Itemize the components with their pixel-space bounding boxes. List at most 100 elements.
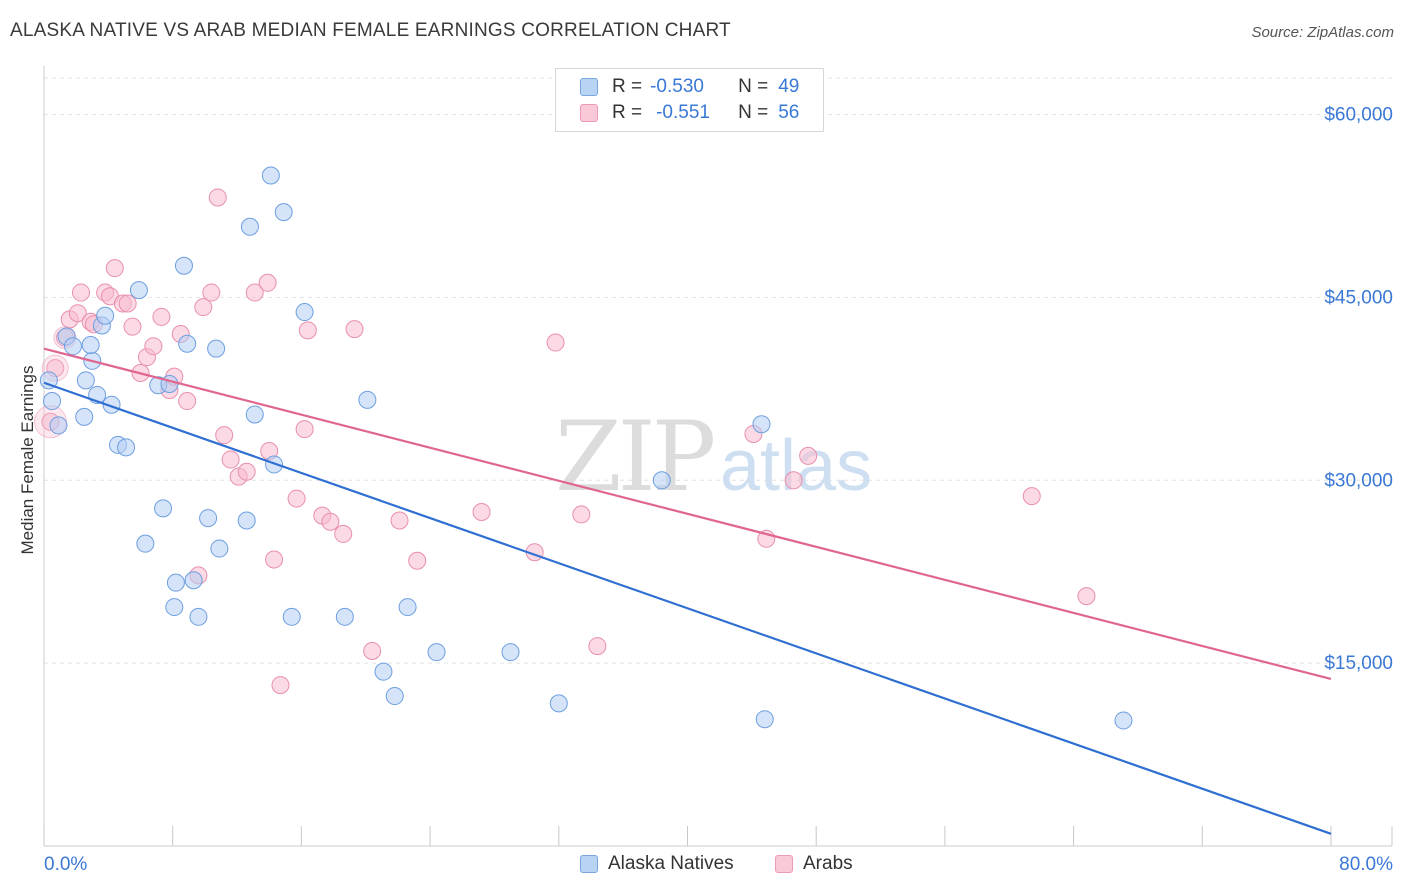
- alaska-natives-point: [160, 374, 179, 393]
- arabs-point: [152, 307, 171, 326]
- arabs-point: [271, 676, 290, 695]
- arabs-point: [265, 550, 284, 569]
- bottom-legend-label-arabs: Arabs: [803, 853, 853, 874]
- legend-r-value: -0.530: [650, 76, 704, 97]
- bottom-legend-arabs: Arabs: [775, 852, 853, 876]
- alaska-natives-point: [76, 371, 95, 390]
- chart-title: ALASKA NATIVE VS ARAB MEDIAN FEMALE EARN…: [10, 20, 731, 41]
- alaska-natives-point: [752, 415, 771, 434]
- arabs-point: [799, 446, 818, 465]
- bottom-legend-alaska-natives: Alaska Natives: [580, 852, 734, 876]
- alaska-natives-point: [207, 339, 226, 358]
- legend-n-value: 56: [778, 102, 800, 123]
- alaska-natives-point: [166, 573, 185, 592]
- grid-lines: [44, 77, 1392, 664]
- alaska-natives-point: [501, 643, 520, 662]
- arabs-point: [221, 450, 240, 469]
- alaska-natives-point: [358, 390, 377, 409]
- source-credit: Source: ZipAtlas.com: [1251, 24, 1394, 41]
- arabs-point: [215, 426, 234, 445]
- arabs-point: [784, 471, 803, 490]
- legend-r-label: R =: [612, 76, 643, 97]
- legend-r-value: -0.551: [656, 102, 710, 123]
- alaska-natives-point: [43, 392, 62, 411]
- alaska-natives-point: [240, 217, 259, 236]
- arabs-point: [345, 320, 364, 339]
- alaska-natives-point: [374, 662, 393, 681]
- alaska-natives-point: [39, 371, 58, 390]
- regression-lines: [43, 347, 1332, 835]
- arabs-point: [237, 462, 256, 481]
- alaska-natives-point: [174, 256, 193, 275]
- alaska-natives-point: [129, 281, 148, 300]
- arabs-point: [472, 502, 491, 521]
- alaska-natives-point: [117, 438, 136, 457]
- arabs-point: [123, 317, 142, 336]
- arabs-point: [287, 489, 306, 508]
- arabs-point: [321, 512, 340, 531]
- arabs-point: [390, 511, 409, 530]
- arabs-point: [194, 298, 213, 317]
- legend-row-arabs: R = -0.551 N = 56: [580, 101, 799, 125]
- alaska-natives-point: [199, 509, 218, 528]
- arabs-point: [202, 283, 221, 302]
- alaska-natives-point: [63, 337, 82, 356]
- watermark-atlas: atlas: [720, 426, 872, 506]
- correlation-legend: R = -0.530 N = 49 R = -0.551 N = 56: [555, 68, 824, 132]
- bottom-legend-label-alaska-natives: Alaska Natives: [608, 853, 734, 874]
- y-tick-label: $60,000: [1324, 105, 1393, 126]
- arabs-point: [295, 420, 314, 439]
- legend-n-label: N =: [738, 76, 769, 97]
- alaska-natives-point: [652, 471, 671, 490]
- alaska-natives-point: [49, 416, 68, 435]
- axes: [43, 66, 1393, 847]
- alaska-natives-point: [75, 407, 94, 426]
- x-tick-label-min: 0.0%: [44, 854, 87, 875]
- alaska-natives-point: [755, 710, 774, 729]
- alaska-natives-point: [210, 539, 229, 558]
- arabs-point: [546, 333, 565, 352]
- alaska-natives-point: [154, 499, 173, 518]
- arabs-point: [408, 551, 427, 570]
- alaska-natives-point: [335, 607, 354, 626]
- alaska-natives-point: [237, 511, 256, 530]
- arabs-point: [1022, 487, 1041, 506]
- alaska-natives-point: [178, 334, 197, 353]
- y-tick-label: $45,000: [1324, 287, 1393, 308]
- alaska-natives-point: [261, 166, 280, 185]
- alaska-natives-point: [295, 303, 314, 322]
- alaska-natives-point: [282, 607, 301, 626]
- alaska-natives-point: [549, 694, 568, 713]
- tick-labels: $15,000 $30,000 $45,000 $60,000 0.0% 80.0%: [44, 105, 1393, 875]
- legend-swatch-alaska-natives: [580, 78, 598, 96]
- alaska-natives-point: [165, 598, 184, 617]
- arabs-point: [208, 188, 227, 207]
- arabs-point: [105, 259, 124, 278]
- arabs-point: [258, 273, 277, 292]
- arabs-point: [178, 392, 197, 411]
- arabs-point: [572, 505, 591, 524]
- alaska-natives-point: [274, 203, 293, 222]
- alaska-natives-point: [245, 405, 264, 424]
- alaska-natives-point: [398, 598, 417, 617]
- legend-r-label: R =: [612, 102, 643, 123]
- alaska-natives-point: [81, 335, 100, 354]
- legend-n-label: N =: [738, 102, 769, 123]
- arabs-point: [144, 337, 163, 356]
- arabs-point: [588, 637, 607, 656]
- alaska-natives-point: [1114, 711, 1133, 730]
- arabs-point: [334, 524, 353, 543]
- x-tick-label-max: 80.0%: [1339, 854, 1393, 875]
- arabs-point: [245, 283, 264, 302]
- watermark: ZIP atlas: [555, 401, 872, 513]
- arabs-trend-line: [43, 347, 1332, 681]
- arabs-point: [1077, 587, 1096, 606]
- alaska-natives-point: [427, 643, 446, 662]
- alaska-natives-point: [96, 306, 115, 325]
- alaska-natives-point: [136, 534, 155, 553]
- legend-swatch-arabs: [580, 104, 598, 122]
- alaska-natives-point: [184, 571, 203, 590]
- arabs-points: [33, 188, 1096, 695]
- arabs-point: [363, 641, 382, 660]
- alaska-natives-trend-line: [43, 381, 1332, 835]
